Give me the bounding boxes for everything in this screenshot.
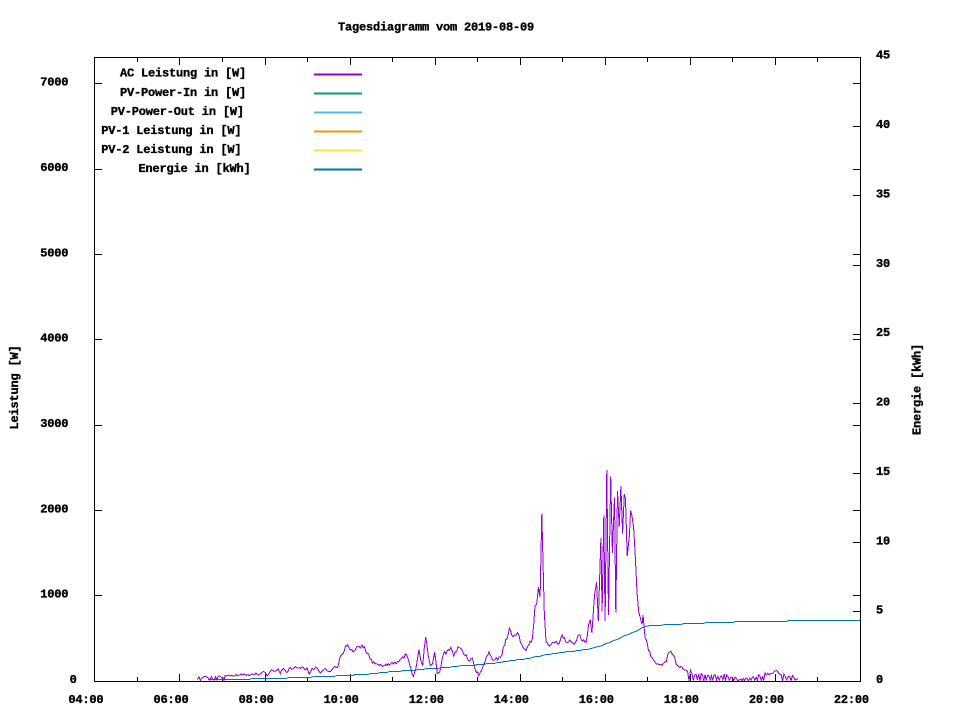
svg-text:AC Leistung in [W]: AC Leistung in [W] xyxy=(120,67,246,81)
svg-text:12:00: 12:00 xyxy=(409,693,444,707)
svg-text:7000: 7000 xyxy=(40,76,68,90)
svg-text:20:00: 20:00 xyxy=(749,693,784,707)
svg-text:PV-Power-Out in [W]: PV-Power-Out in [W] xyxy=(111,105,244,119)
svg-text:6000: 6000 xyxy=(40,161,68,175)
svg-text:Leistung [W]: Leistung [W] xyxy=(8,345,22,429)
svg-text:1000: 1000 xyxy=(40,588,68,602)
svg-text:PV-2 Leistung in [W]: PV-2 Leistung in [W] xyxy=(101,143,241,157)
svg-text:10: 10 xyxy=(876,534,890,548)
svg-text:30: 30 xyxy=(876,257,890,271)
svg-text:0: 0 xyxy=(70,673,77,687)
svg-text:Energie [kWh]: Energie [kWh] xyxy=(911,344,925,435)
svg-text:5: 5 xyxy=(876,604,883,618)
svg-text:2000: 2000 xyxy=(40,502,68,516)
svg-text:14:00: 14:00 xyxy=(494,693,529,707)
svg-text:10:00: 10:00 xyxy=(324,693,359,707)
svg-text:18:00: 18:00 xyxy=(664,693,699,707)
svg-text:Energie in [kWh]: Energie in [kWh] xyxy=(139,162,251,176)
svg-text:45: 45 xyxy=(876,49,890,63)
svg-text:4000: 4000 xyxy=(40,332,68,346)
svg-text:PV-Power-In in [W]: PV-Power-In in [W] xyxy=(120,86,246,100)
svg-text:04:00: 04:00 xyxy=(68,693,103,707)
svg-text:20: 20 xyxy=(876,396,890,410)
svg-text:Tagesdiagramm vom 2019-08-09: Tagesdiagramm vom 2019-08-09 xyxy=(338,21,534,35)
svg-text:PV-1 Leistung in [W]: PV-1 Leistung in [W] xyxy=(101,124,241,138)
svg-text:35: 35 xyxy=(876,188,890,202)
svg-text:08:00: 08:00 xyxy=(239,693,274,707)
svg-text:40: 40 xyxy=(876,118,890,132)
svg-text:22:00: 22:00 xyxy=(834,693,869,707)
svg-text:15: 15 xyxy=(876,465,890,479)
svg-text:16:00: 16:00 xyxy=(579,693,614,707)
svg-text:0: 0 xyxy=(876,673,883,687)
svg-text:5000: 5000 xyxy=(40,246,68,260)
svg-text:25: 25 xyxy=(876,326,890,340)
svg-text:3000: 3000 xyxy=(40,417,68,431)
svg-text:06:00: 06:00 xyxy=(153,693,188,707)
